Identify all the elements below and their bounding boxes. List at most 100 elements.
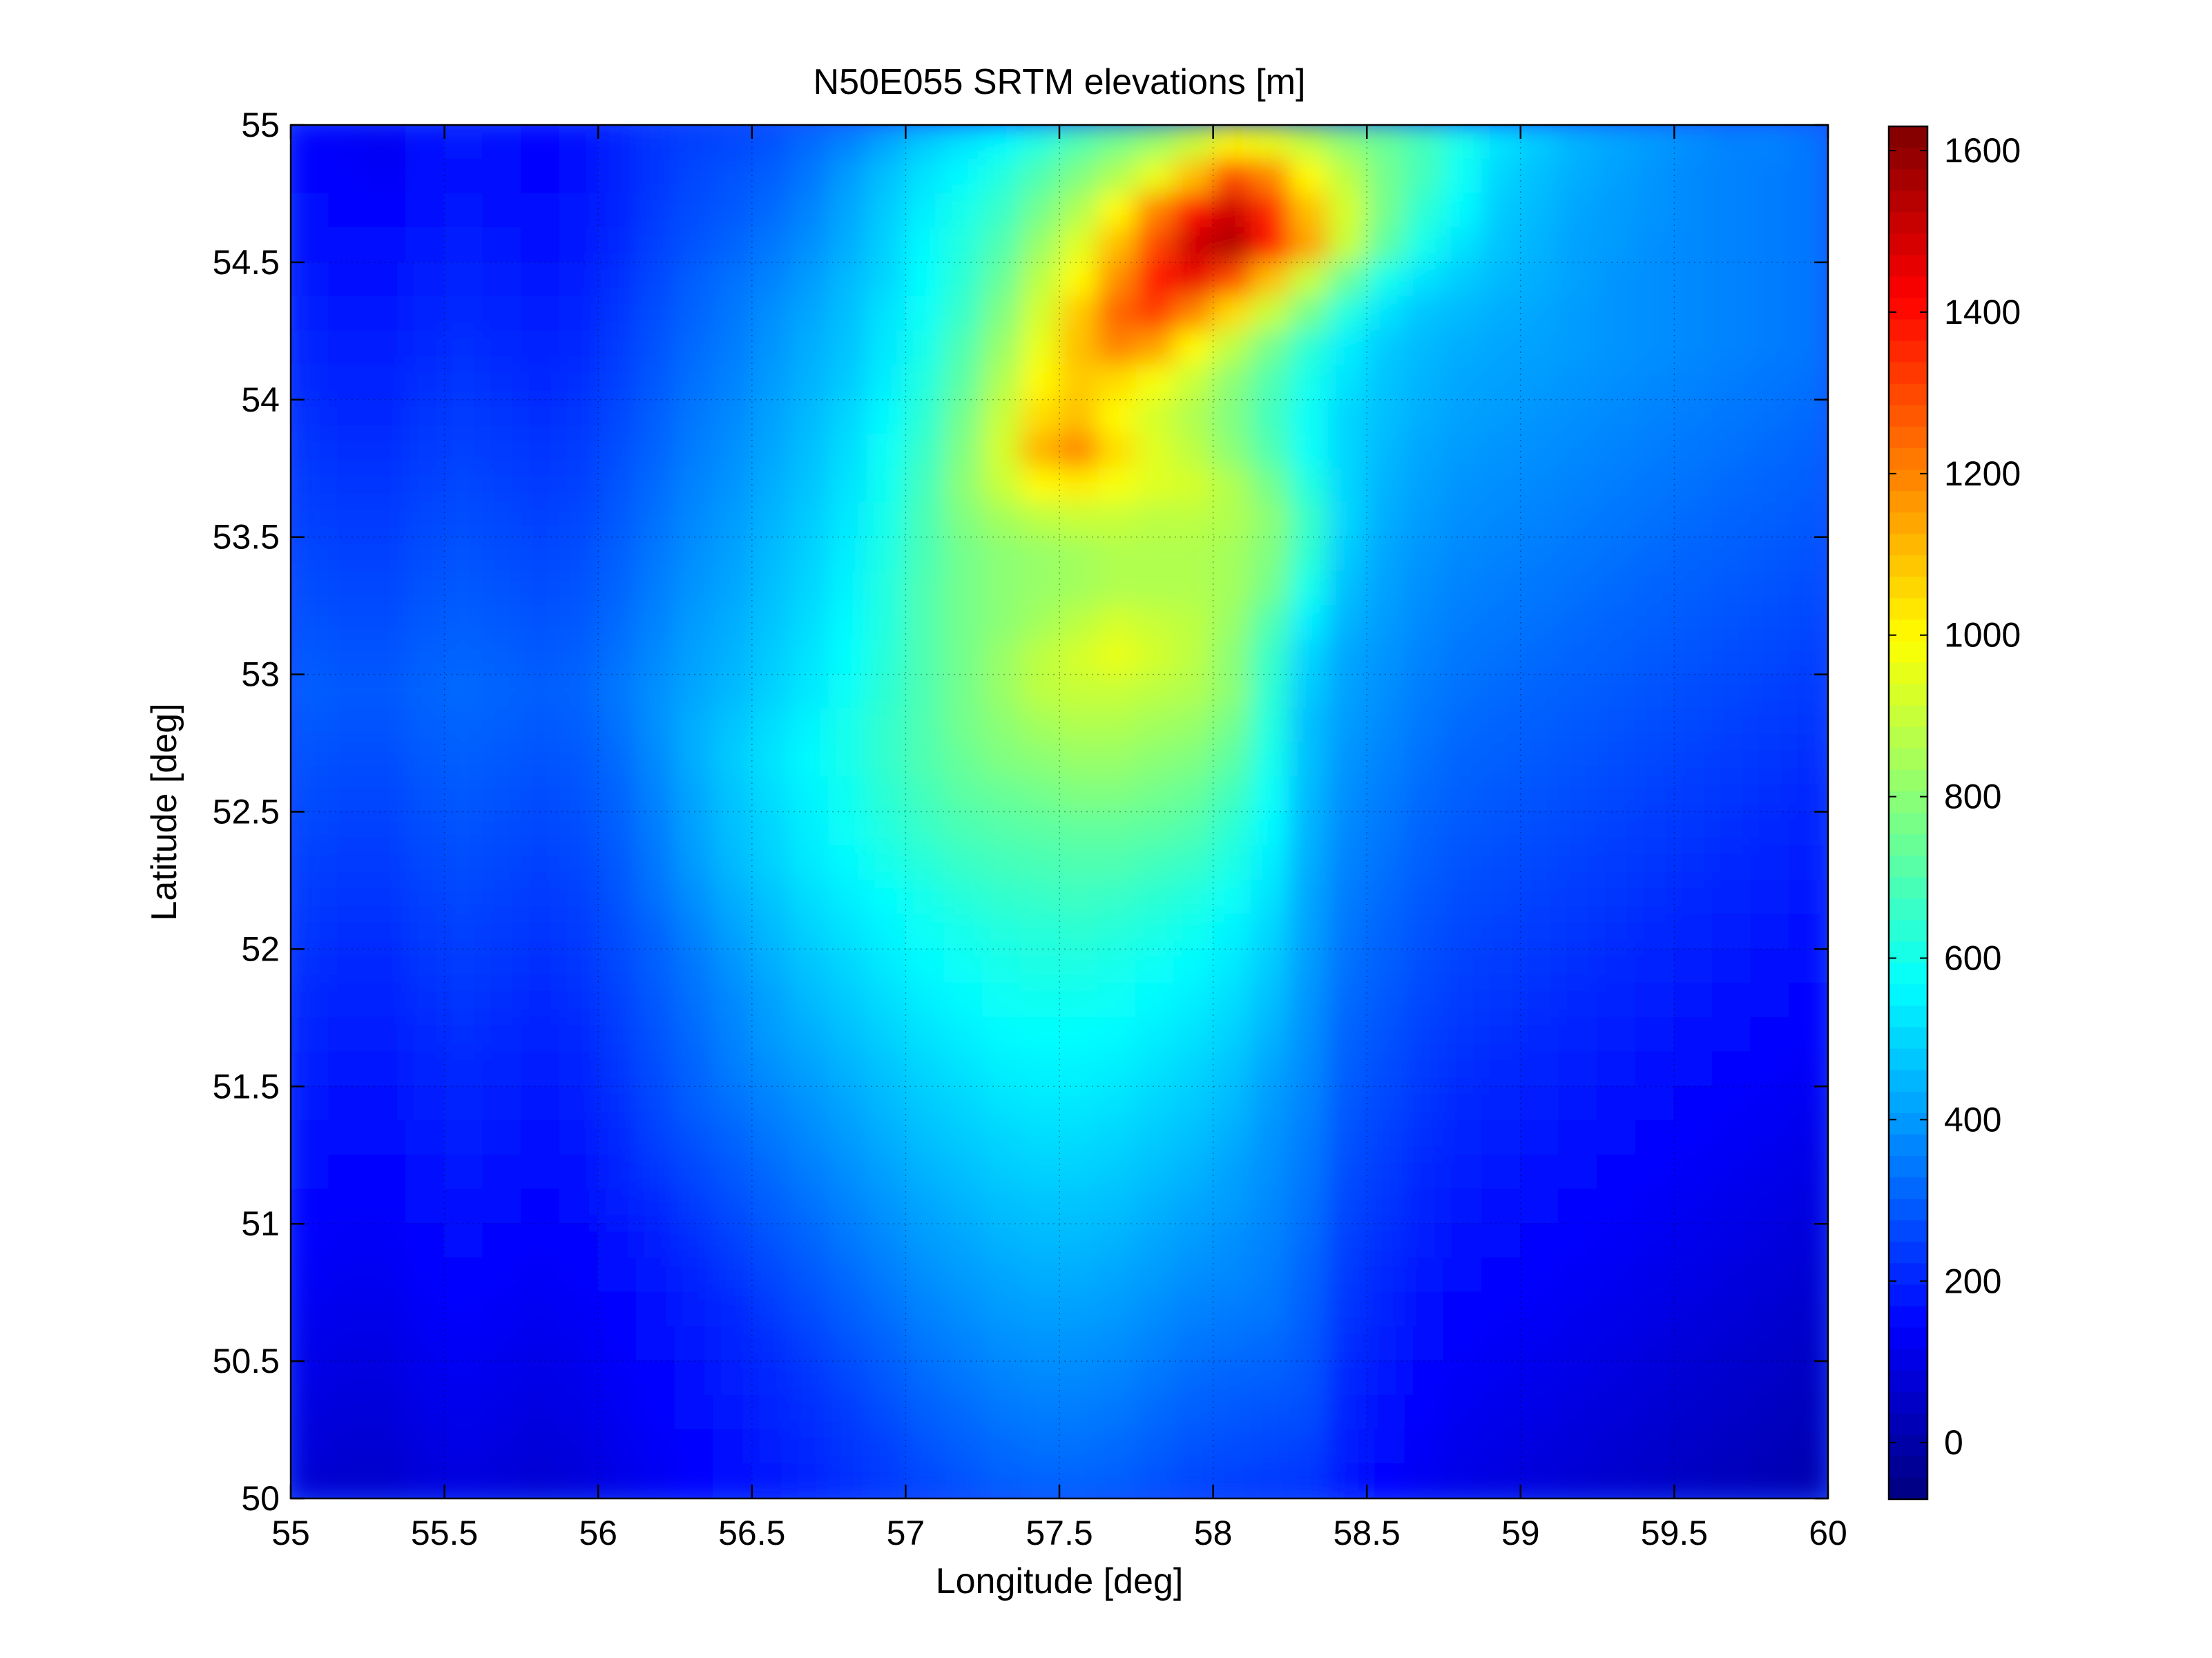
y-tick-label: 53.5 <box>213 518 280 557</box>
heatmap-cell <box>1059 845 1099 881</box>
heatmap-cell <box>1750 1360 1791 1396</box>
heatmap-cell <box>1481 125 1521 160</box>
heatmap-cell <box>1135 1429 1175 1465</box>
heatmap-cell <box>789 1188 830 1225</box>
heatmap-cell <box>1404 330 1445 367</box>
heatmap-cell <box>1135 1257 1175 1293</box>
heatmap-cell <box>1443 1086 1483 1122</box>
heatmap-cell <box>1212 227 1253 263</box>
heatmap-cell <box>1481 536 1521 572</box>
heatmap-cell <box>559 1463 599 1498</box>
heatmap-cell <box>751 398 791 435</box>
heatmap-cell <box>1635 1326 1675 1362</box>
heatmap-cell <box>1097 467 1137 503</box>
heatmap-cell <box>520 1429 561 1465</box>
heatmap-cell <box>1673 125 1714 160</box>
heatmap-cell <box>367 193 407 229</box>
heatmap-cell <box>597 1429 637 1465</box>
heatmap-cell <box>520 536 561 572</box>
heatmap-cell <box>1789 948 1828 985</box>
heatmap-cell <box>328 639 369 675</box>
heatmap-cell <box>443 811 484 847</box>
colorbar-band <box>1889 1048 1927 1071</box>
heatmap-cell <box>1750 125 1791 160</box>
heatmap-cell <box>1635 1394 1675 1431</box>
heatmap-cell <box>1173 536 1214 572</box>
heatmap-cell <box>367 914 407 950</box>
colorbar-band <box>1889 598 1927 621</box>
heatmap-cell <box>1251 398 1291 435</box>
heatmap-cell <box>1097 742 1137 778</box>
heatmap-cell <box>482 330 522 367</box>
heatmap-cell <box>443 1223 484 1259</box>
heatmap-cell <box>1673 330 1714 367</box>
heatmap-cell <box>674 365 715 401</box>
heatmap-cell <box>1789 1360 1828 1396</box>
heatmap-cell <box>751 1051 791 1088</box>
heatmap-cell <box>789 914 830 950</box>
heatmap-cell <box>482 673 522 710</box>
heatmap-cell <box>1212 1154 1253 1191</box>
heatmap-cell <box>1597 365 1637 401</box>
heatmap-cell <box>866 1188 907 1225</box>
heatmap-cell <box>291 1360 330 1396</box>
heatmap-cell <box>635 673 676 710</box>
heatmap-cell <box>1635 1120 1675 1156</box>
heatmap-cell <box>905 1223 945 1259</box>
heatmap-cell <box>828 501 868 538</box>
heatmap-cell <box>635 845 676 881</box>
heatmap-cell <box>1673 879 1714 916</box>
heatmap-cell <box>520 501 561 538</box>
heatmap-cell <box>943 330 983 367</box>
heatmap-cell <box>635 1051 676 1088</box>
heatmap-cell <box>828 158 868 195</box>
heatmap-cell <box>291 536 330 572</box>
heatmap-cell <box>674 1257 715 1293</box>
heatmap-cell <box>905 1360 945 1396</box>
heatmap-cell <box>443 708 484 744</box>
heatmap-cell <box>367 983 407 1019</box>
heatmap-cell <box>1597 742 1637 778</box>
heatmap-cell <box>1404 261 1445 298</box>
heatmap-cell <box>1558 673 1599 710</box>
heatmap-cell <box>828 639 868 675</box>
heatmap-cell <box>1443 983 1483 1019</box>
heatmap-cell <box>1327 1188 1368 1225</box>
heatmap-cell <box>1135 501 1175 538</box>
heatmap-cell <box>828 983 868 1019</box>
heatmap-cell <box>559 1223 599 1259</box>
heatmap-cell <box>559 776 599 813</box>
heatmap-cell <box>1212 125 1253 160</box>
heatmap-cell <box>328 605 369 641</box>
heatmap-cell <box>981 1223 1022 1259</box>
heatmap-cell <box>1597 1326 1637 1362</box>
heatmap-cell <box>1366 433 1406 470</box>
heatmap-cell <box>1443 398 1483 435</box>
heatmap-cell <box>1135 193 1175 229</box>
heatmap-cell <box>1404 811 1445 847</box>
heatmap-cell <box>1712 1154 1752 1191</box>
heatmap-cell <box>1404 1360 1445 1396</box>
heatmap-cell <box>713 1120 753 1156</box>
heatmap-cell <box>559 1086 599 1122</box>
heatmap-cell <box>367 1086 407 1122</box>
heatmap-cell <box>751 570 791 607</box>
heatmap-cell <box>405 605 445 641</box>
heatmap-cell <box>981 158 1022 195</box>
heatmap-cell <box>1443 776 1483 813</box>
heatmap-cell <box>520 330 561 367</box>
heatmap-cell <box>597 296 637 332</box>
heatmap-cell <box>1251 811 1291 847</box>
heatmap-cell <box>1251 1394 1291 1431</box>
heatmap-cell <box>713 1360 753 1396</box>
heatmap-cell <box>751 1086 791 1122</box>
heatmap-cell <box>520 1326 561 1362</box>
heatmap-cell <box>1097 605 1137 641</box>
heatmap-cell <box>1597 948 1637 985</box>
heatmap-cell <box>1097 1016 1137 1053</box>
heatmap-cell <box>1712 261 1752 298</box>
heatmap-cell <box>328 1291 369 1328</box>
heatmap-cell <box>905 501 945 538</box>
heatmap-cell <box>943 398 983 435</box>
heatmap-cell <box>1673 1429 1714 1465</box>
